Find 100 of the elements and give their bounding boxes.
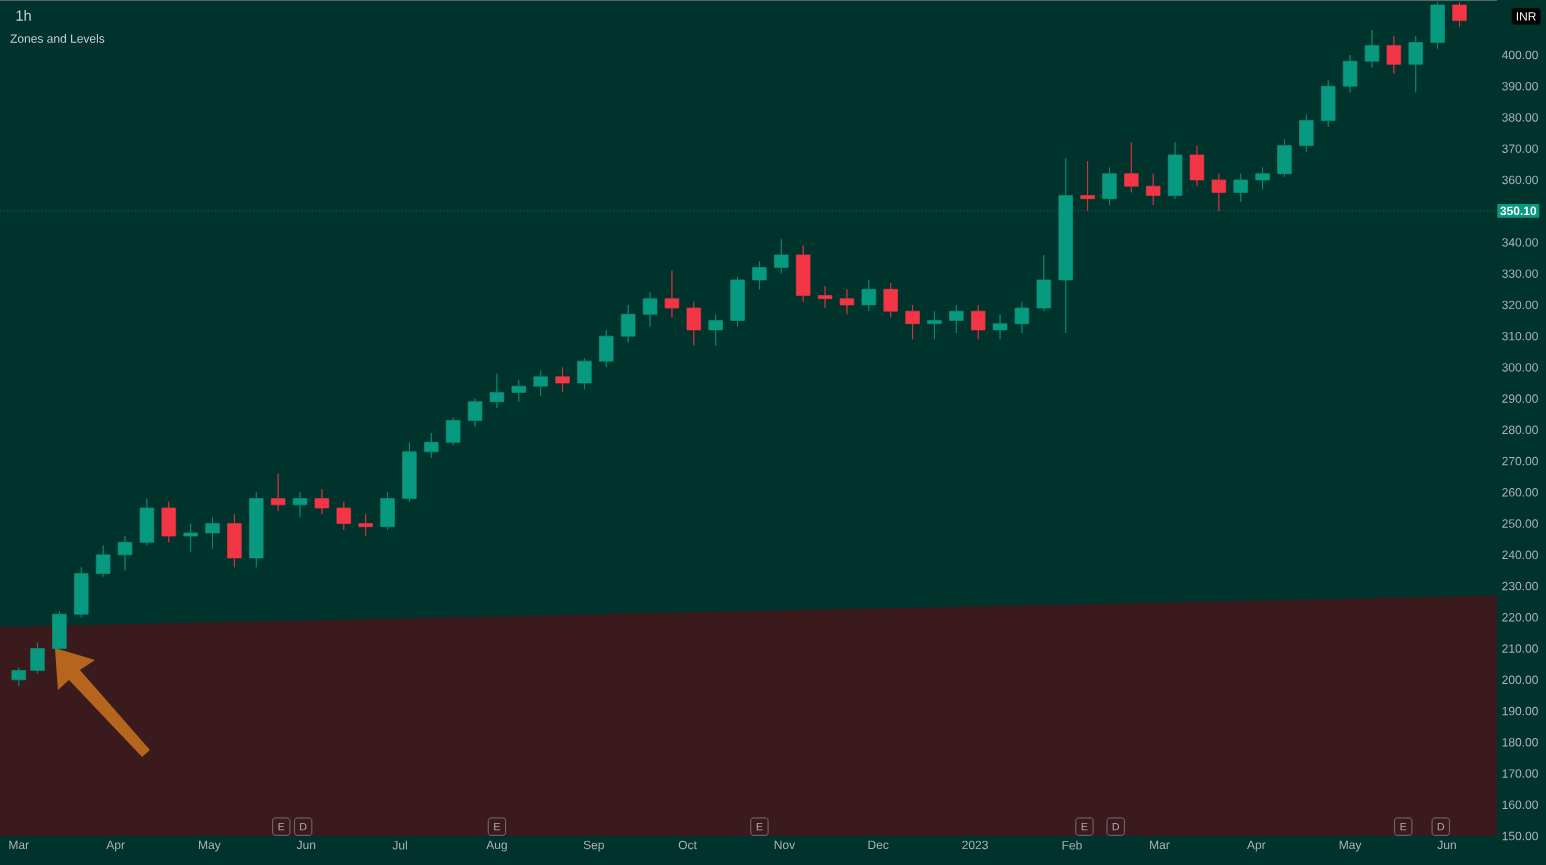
y-tick-label: 230.00 [1502, 581, 1538, 591]
y-tick-label: 390.00 [1502, 81, 1538, 91]
candlestick [402, 442, 417, 503]
y-tick-label: 170.00 [1502, 769, 1538, 778]
candlestick [249, 492, 264, 568]
y-tick-label: 260.00 [1502, 488, 1538, 497]
y-tick-label: 180.00 [1502, 738, 1538, 747]
candlestick [1146, 173, 1161, 206]
candlestick [970, 304, 986, 340]
candlestick [1430, 1, 1445, 50]
y-tick-label: 380.00 [1502, 113, 1538, 122]
candlestick [336, 501, 351, 531]
annotation: D [300, 822, 307, 831]
candlestick [708, 313, 723, 346]
candlestick [620, 304, 636, 343]
candlestick [205, 517, 220, 549]
x-tick-label: Jun [1437, 840, 1456, 850]
candlestick [11, 666, 26, 687]
candlestick [1211, 173, 1227, 212]
candlestick [1321, 79, 1336, 128]
candlestick [927, 310, 942, 340]
x-tick-label: Nov [774, 840, 796, 850]
candlestick [1036, 254, 1052, 312]
x-tick-label: Apr [1247, 840, 1266, 852]
x-tick-label: Aug [486, 840, 507, 852]
y-tick-label: 310.00 [1502, 331, 1538, 341]
x-tick-label: May [1339, 840, 1362, 852]
candlestick [861, 279, 877, 312]
y-tick-label: 370.00 [1502, 144, 1538, 153]
candlestick [314, 488, 330, 515]
candlestick [839, 288, 855, 315]
candlestick [1299, 114, 1314, 153]
y-axis-title: INR [1516, 12, 1536, 21]
candlestick [1080, 160, 1095, 212]
y-tick-label: 270.00 [1502, 456, 1538, 466]
candlestick [1364, 29, 1380, 68]
candlestick [817, 285, 833, 309]
x-tick-label: Apr [106, 840, 125, 852]
annotation: E [278, 822, 285, 831]
y-tick-label: 300.00 [1502, 363, 1538, 372]
candlestick [74, 566, 89, 618]
candlestick [1014, 301, 1030, 334]
x-tick-label: Jul [392, 840, 407, 850]
annotation: D [1112, 822, 1120, 831]
candlestick [1277, 138, 1292, 178]
candlestick [1102, 167, 1117, 206]
candlestick [227, 513, 242, 568]
y-tick-label: 280.00 [1502, 425, 1538, 435]
candlestick [489, 373, 505, 409]
y-tick-label: 210.00 [1502, 644, 1538, 653]
x-tick-label: May [199, 840, 221, 852]
x-tick-label: Jun [296, 840, 316, 850]
candlestick [424, 432, 439, 459]
y-tick-label: 200.00 [1502, 675, 1538, 685]
candlestick [292, 492, 308, 518]
candlestick [686, 301, 702, 346]
candlestick [1167, 142, 1183, 200]
candlestick [1342, 54, 1358, 93]
y-tick-label: 250.00 [1502, 519, 1538, 528]
x-tick-label: Mar [9, 840, 29, 850]
candlestick [1255, 167, 1270, 190]
y-tick-label: 220.00 [1502, 613, 1538, 622]
candlestick [139, 498, 155, 546]
x-tick-label: 2023 [962, 840, 988, 850]
candlestick [1386, 35, 1402, 75]
candlestick [358, 513, 373, 537]
x-tick-label: Oct [678, 840, 697, 850]
candlestick [774, 238, 789, 275]
text: 1h [16, 10, 31, 21]
candlestick [445, 417, 461, 446]
candlestick [30, 641, 45, 674]
candlestick [1408, 35, 1423, 93]
candlestick [555, 367, 570, 393]
y-tick-label: 190.00 [1502, 706, 1538, 716]
candlestick [117, 535, 133, 571]
y-tick-label: 340.00 [1502, 238, 1538, 247]
candlestick [1233, 173, 1248, 203]
y-tick-label: 400.00 [1501, 50, 1538, 60]
candlestick [1452, 1, 1467, 28]
x-tick-label: Sep [583, 840, 604, 852]
x-tick-label: Mar [1150, 840, 1170, 850]
candlestick [795, 245, 811, 303]
candlestick [1124, 142, 1139, 193]
candlestick [577, 357, 592, 390]
candlestick [380, 492, 395, 531]
x-tick-label: Feb [1062, 840, 1082, 850]
candlestick [992, 313, 1008, 340]
candlestick [161, 501, 176, 543]
candlestick [730, 276, 745, 328]
candlestick [95, 545, 111, 578]
annotation: E [494, 822, 501, 831]
candlestick [467, 398, 483, 428]
y-tick-label: 330.00 [1502, 269, 1538, 278]
candlestick [511, 379, 527, 403]
annotation: E [756, 822, 763, 831]
y-tick-label: 360.00 [1502, 175, 1538, 185]
candlestick [752, 260, 767, 290]
candlestick [533, 370, 548, 396]
candlestick [183, 523, 198, 553]
x-tick-label: Dec [868, 840, 889, 850]
